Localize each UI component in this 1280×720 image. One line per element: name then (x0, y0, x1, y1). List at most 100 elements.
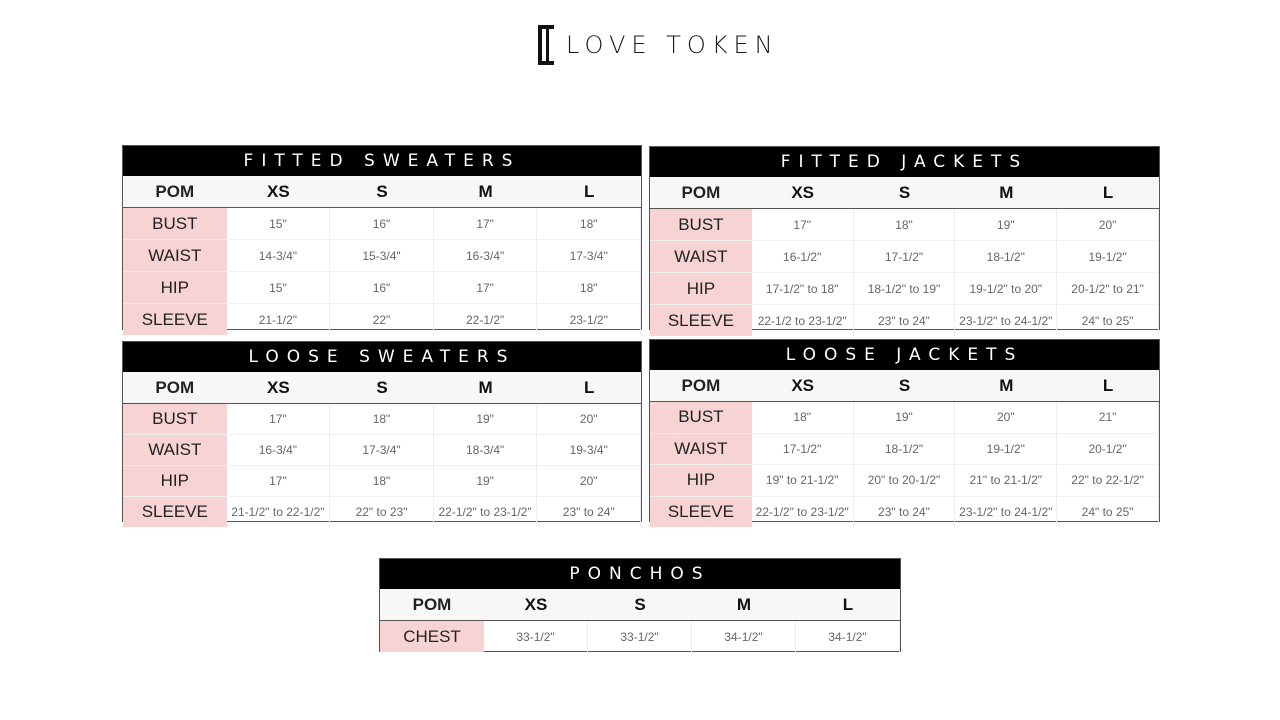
measurement-value: 16" (330, 208, 434, 239)
header-cell: POM (681, 375, 721, 395)
pom-label: BUST (650, 402, 752, 433)
measurement-value: 19" (854, 402, 956, 433)
logo-mark-icon (536, 25, 556, 65)
measurement-row: BUST 15" 16" 17" 18" (123, 208, 642, 240)
measurement-value: 21-1/2" (227, 304, 331, 335)
measurement-value: 20" (537, 404, 642, 434)
pom-label: SLEEVE (650, 496, 752, 527)
chart-title: LOOSE JACKETS (650, 340, 1159, 370)
measurement-value: 18-3/4" (434, 435, 538, 465)
measurement-value: 17-3/4" (330, 435, 434, 465)
header-cell: M (736, 594, 752, 614)
chart-title: FITTED SWEATERS (123, 146, 641, 176)
measurement-row: SLEEVE 22-1/2 to 23-1/2" 23" to 24" 23-1/2"… (650, 305, 1159, 336)
measurement-value: 18-1/2" to 19" (854, 273, 956, 304)
pom-label: BUST (123, 208, 227, 239)
measurement-row: WAIST 16-1/2" 17-1/2" 18-1/2" 19-1/2" (650, 241, 1159, 273)
measurement-value: 22" to 22-1/2" (1057, 465, 1159, 496)
measurement-value: 16-1/2" (752, 241, 854, 272)
measurement-row: HIP 15" 16" 17" 18" (123, 272, 642, 304)
header-cell: XS (267, 377, 290, 397)
measurement-value: 23" to 24" (537, 497, 642, 527)
header-cell: POM (412, 594, 452, 614)
measurement-value: 20" (537, 466, 642, 496)
measurement-value: 16" (330, 272, 434, 303)
measurement-value: 19" (434, 404, 538, 434)
measurement-value: 18" (537, 208, 642, 239)
measurement-value: 23" to 24" (854, 305, 956, 336)
measurement-row: SLEEVE 21-1/2" 22" 22-1/2" 23-1/2" (123, 304, 642, 335)
header-cell: XS (791, 182, 815, 202)
measurement-value: 15-3/4" (330, 240, 434, 271)
measurement-value: 22-1/2" (434, 304, 538, 335)
brand-name: LOVE TOKEN (566, 31, 779, 59)
measurement-value: 18" (537, 272, 642, 303)
measurement-value: 24" to 25" (1057, 305, 1159, 336)
measurement-row: BUST 18" 19" 20" 21" (650, 402, 1159, 434)
measurement-value: 15" (227, 208, 331, 239)
size-header-row: POM XS S M L (380, 589, 900, 621)
measurement-value: 19-1/2" (1057, 241, 1159, 272)
measurement-value: 20-1/2" to 21" (1057, 273, 1159, 304)
size-header-row: POM XS S M L (650, 177, 1159, 209)
measurement-value: 23-1/2" (537, 304, 642, 335)
header-cell: S (898, 375, 911, 395)
measurement-value: 14-3/4" (227, 240, 331, 271)
measurement-value: 20-1/2" (1057, 433, 1159, 464)
pom-label: WAIST (123, 435, 227, 465)
header-cell: M (478, 181, 493, 201)
measurement-value: 19" (434, 466, 538, 496)
header-cell: XS (524, 594, 548, 614)
measurement-value: 21-1/2" to 22-1/2" (227, 497, 331, 527)
measurement-value: 19-1/2" to 20" (955, 273, 1058, 304)
measurement-value: 22-1/2 to 23-1/2" (752, 305, 854, 336)
measurement-value: 33-1/2" (588, 621, 692, 652)
size-chart-loose-jackets: LOOSE JACKETS POM XS S M L BUST 18" 19" 20" 21" WAI… (649, 339, 1160, 527)
measurement-value: 18" (330, 404, 434, 434)
measurement-row: SLEEVE 21-1/2" to 22-1/2" 22" to 23" 22-1/2… (123, 497, 642, 527)
measurement-value: 22-1/2" to 23-1/2" (752, 496, 854, 527)
size-chart-ponchos: PONCHOS POM XS S M L CHEST 33-1/2" 33-1/2" 34-1/2… (379, 558, 901, 652)
measurement-row: BUST 17" 18" 19" 20" (123, 404, 642, 435)
header-cell: POM (681, 182, 721, 202)
pom-label: WAIST (123, 240, 227, 271)
measurement-value: 18" (330, 466, 434, 496)
measurement-value: 34-1/2" (796, 621, 900, 652)
measurement-value: 34-1/2" (692, 621, 796, 652)
measurement-value: 17" (434, 272, 538, 303)
measurement-value: 17-3/4" (537, 240, 642, 271)
pom-label: HIP (123, 272, 227, 303)
header-cell: L (842, 594, 854, 614)
pom-label: WAIST (650, 241, 752, 272)
measurement-value: 24" to 25" (1057, 496, 1159, 527)
pom-label: CHEST (380, 621, 484, 652)
measurement-value: 18-1/2" (854, 433, 956, 464)
measurement-row: SLEEVE 22-1/2" to 23-1/2" 23" to 24" 23-1/2… (650, 496, 1159, 527)
size-chart-fitted-jackets: FITTED JACKETS POM XS S M L BUST 17" 18" 19" 20" WA… (649, 146, 1160, 336)
measurement-value: 20" (1057, 209, 1159, 240)
header-cell: S (376, 377, 388, 397)
measurement-value: 15" (227, 272, 331, 303)
header-cell: M (999, 375, 1014, 395)
measurement-row: HIP 19" to 21-1/2" 20" to 20-1/2" 21" to 21… (650, 465, 1159, 497)
chart-title: FITTED JACKETS (650, 147, 1159, 177)
brand-logo: LOVE TOKEN (536, 25, 779, 65)
header-cell: L (584, 181, 595, 201)
pom-label: WAIST (650, 433, 752, 464)
size-chart-fitted-sweaters: FITTED SWEATERS POM XS S M L BUST 15" 16" 17" 18" W… (122, 145, 642, 335)
measurement-value: 18" (752, 402, 854, 433)
header-cell: L (1102, 375, 1114, 395)
header-cell: M (999, 182, 1014, 202)
measurement-row: WAIST 14-3/4" 15-3/4" 16-3/4" 17-3/4" (123, 240, 642, 272)
pom-label: HIP (650, 465, 752, 496)
measurement-value: 33-1/2" (484, 621, 588, 652)
pom-label: HIP (650, 273, 752, 304)
size-header-row: POM XS S M L (123, 372, 641, 404)
measurement-value: 22-1/2" to 23-1/2" (434, 497, 538, 527)
measurement-value: 19-1/2" (955, 433, 1058, 464)
size-header-row: POM XS S M L (650, 370, 1159, 402)
measurement-value: 22" to 23" (330, 497, 434, 527)
measurement-value: 19" to 21-1/2" (752, 465, 854, 496)
measurement-value: 17" (434, 208, 538, 239)
measurement-row: HIP 17-1/2" to 18" 18-1/2" to 19" 19-1/2" t… (650, 273, 1159, 305)
